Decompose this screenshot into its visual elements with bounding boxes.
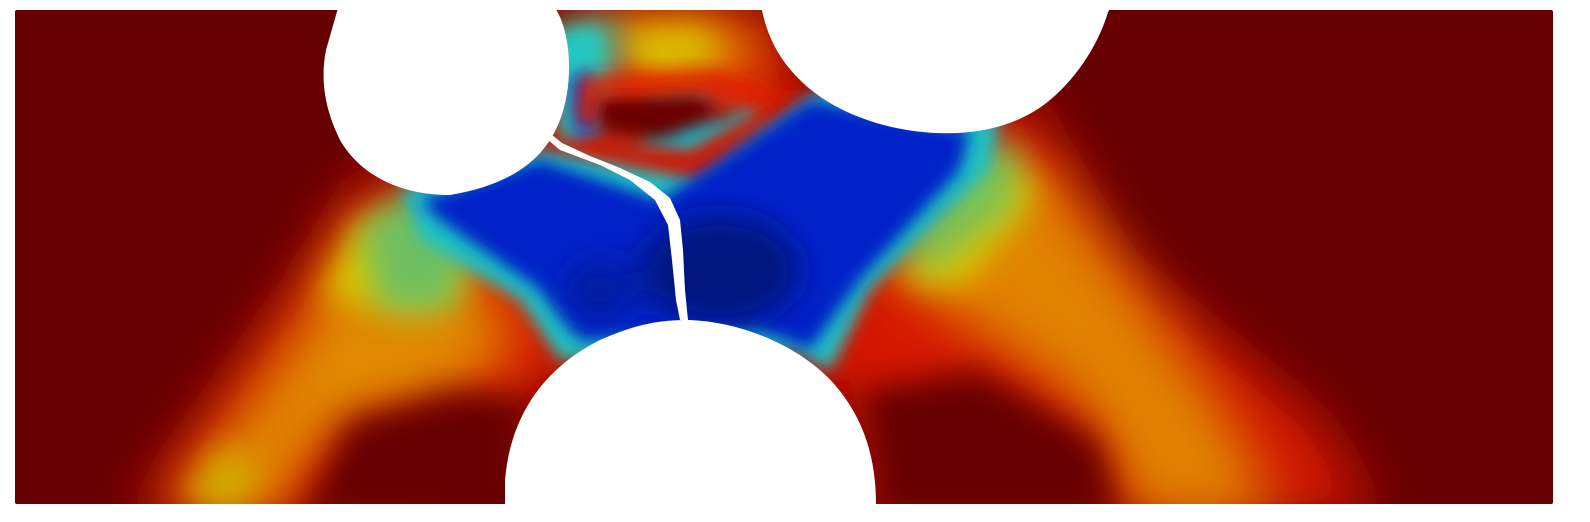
left-margin xyxy=(0,0,15,522)
upper-left-hole xyxy=(323,8,570,195)
right-orange-band xyxy=(900,160,1280,504)
upper-right-hole xyxy=(760,0,1115,134)
crack-path xyxy=(548,135,688,320)
right-margin xyxy=(1553,0,1590,522)
holes xyxy=(323,0,1115,522)
specimen-domain xyxy=(15,10,1553,504)
upper-red-rim xyxy=(575,70,780,130)
top-margin xyxy=(0,0,1590,10)
lower-left-dark xyxy=(300,390,530,504)
bottom-margin xyxy=(0,504,1590,522)
bottom-hole xyxy=(505,320,876,522)
lower-right-dark xyxy=(860,370,1120,504)
upper-dark-pocket xyxy=(590,92,740,140)
